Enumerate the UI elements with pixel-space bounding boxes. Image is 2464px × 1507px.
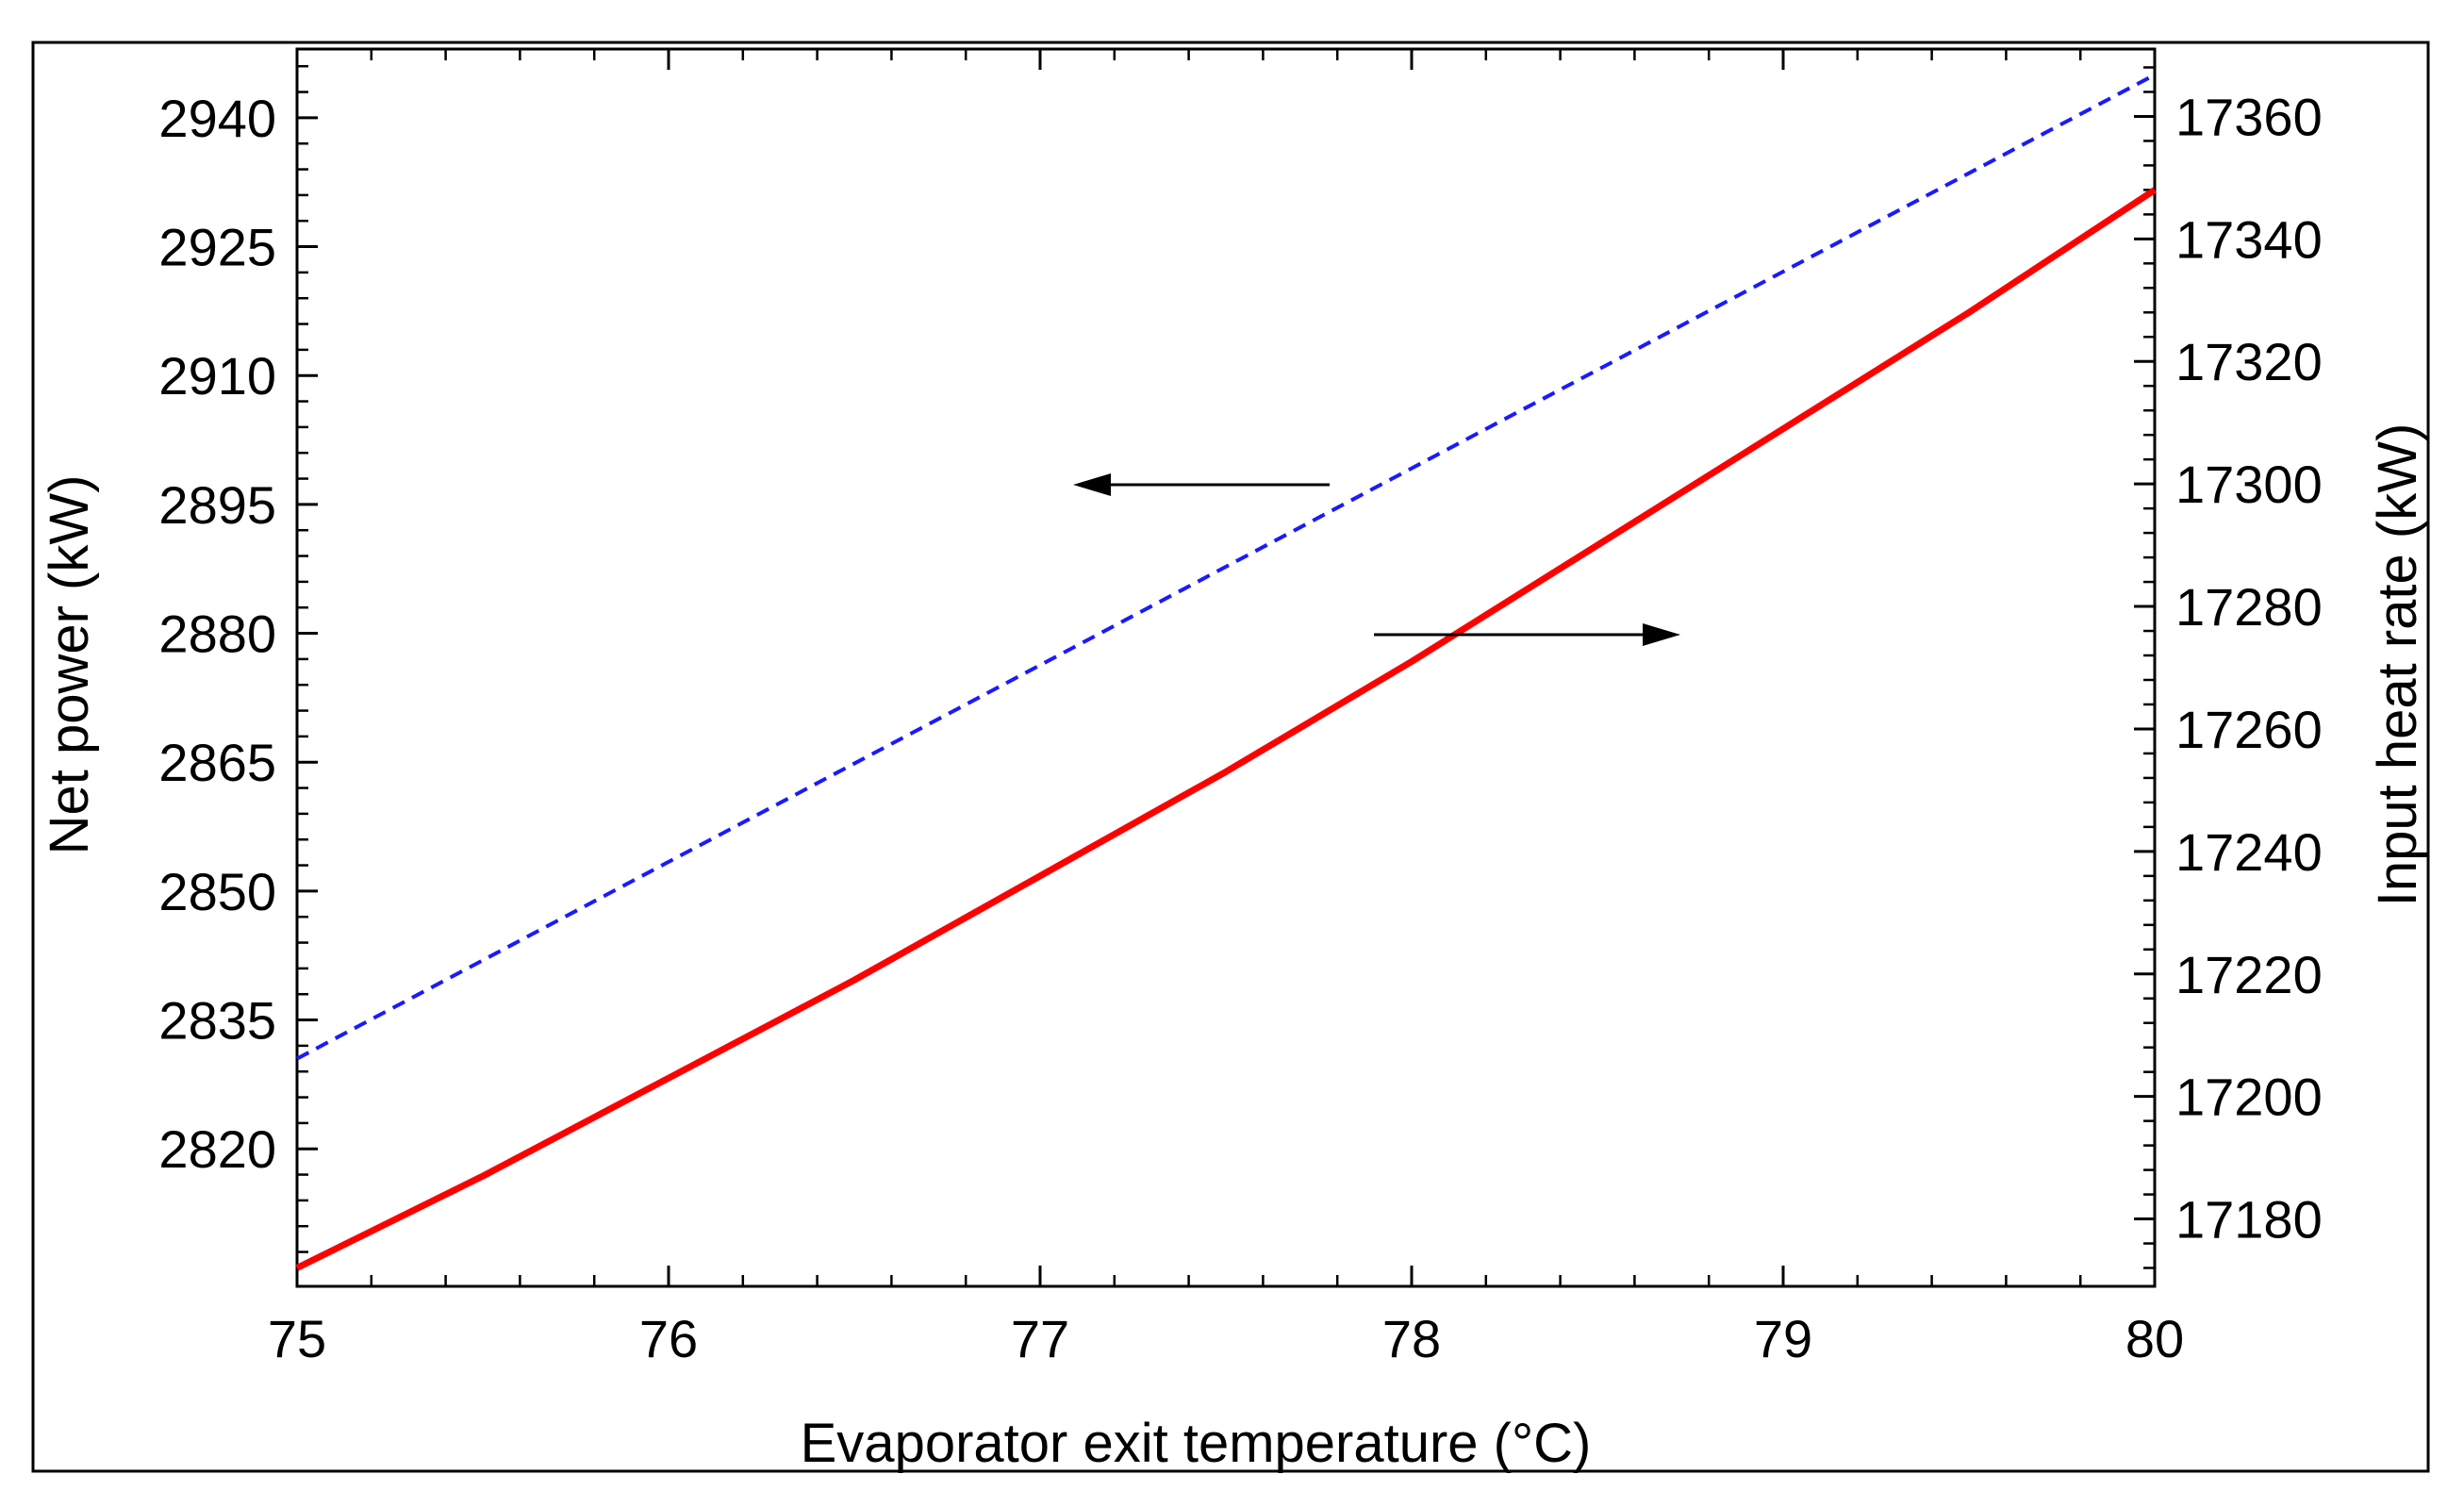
y-right-tick-label: 17260 [2175, 700, 2323, 759]
left-arrow-head [1073, 473, 1111, 496]
y-right-tick-label: 17200 [2175, 1068, 2323, 1127]
x-tick-label: 80 [2125, 1309, 2184, 1368]
x-tick-label: 79 [1754, 1309, 1812, 1368]
y-left-tick-label: 2895 [158, 475, 276, 535]
x-tick-label: 76 [639, 1309, 698, 1368]
x-axis-title: Evaporator exit temperature (°C) [801, 1413, 1592, 1474]
y-left-tick-label: 2910 [158, 346, 276, 406]
y-left-tick-label: 2820 [158, 1119, 276, 1179]
outer-frame [31, 41, 2430, 1473]
plot-frame [295, 47, 2157, 1288]
y-right-tick-label: 17280 [2175, 577, 2323, 637]
y-right-tick-label: 17240 [2175, 822, 2323, 882]
series-line-net-power [296, 73, 2156, 1061]
y-right-tick-label: 17300 [2175, 455, 2323, 514]
right-arrow-head [1643, 623, 1680, 646]
y-left-tick-label: 2865 [158, 733, 276, 792]
y-left-tick-label: 2850 [158, 862, 276, 921]
left-y-axis-title: Net power (kW) [39, 475, 100, 855]
series-line-input-heat-rate [295, 187, 2157, 1271]
y-left-tick-label: 2880 [158, 604, 276, 664]
y-left-tick-label: 2925 [158, 218, 276, 277]
x-tick-label: 75 [268, 1309, 326, 1368]
y-right-tick-label: 17360 [2175, 87, 2323, 146]
y-right-tick-label: 17220 [2175, 945, 2323, 1004]
y-left-tick-label: 2940 [158, 89, 276, 148]
x-tick-label: 78 [1382, 1309, 1441, 1368]
arrow-layer [1073, 473, 1680, 646]
x-tick-label: 77 [1011, 1309, 1069, 1368]
y-left-tick-label: 2835 [158, 991, 276, 1051]
y-right-tick-label: 17340 [2175, 209, 2323, 269]
y-right-tick-label: 17320 [2175, 332, 2323, 391]
y-right-tick-label: 17180 [2175, 1190, 2323, 1250]
series-layer [295, 73, 2157, 1271]
ticks-layer: 75 76 77 78 79 80 2820 2835 2850 2865 2880 2895 2910… [158, 49, 2323, 1368]
right-y-axis-title: Input heat rate (kW) [2367, 423, 2428, 907]
